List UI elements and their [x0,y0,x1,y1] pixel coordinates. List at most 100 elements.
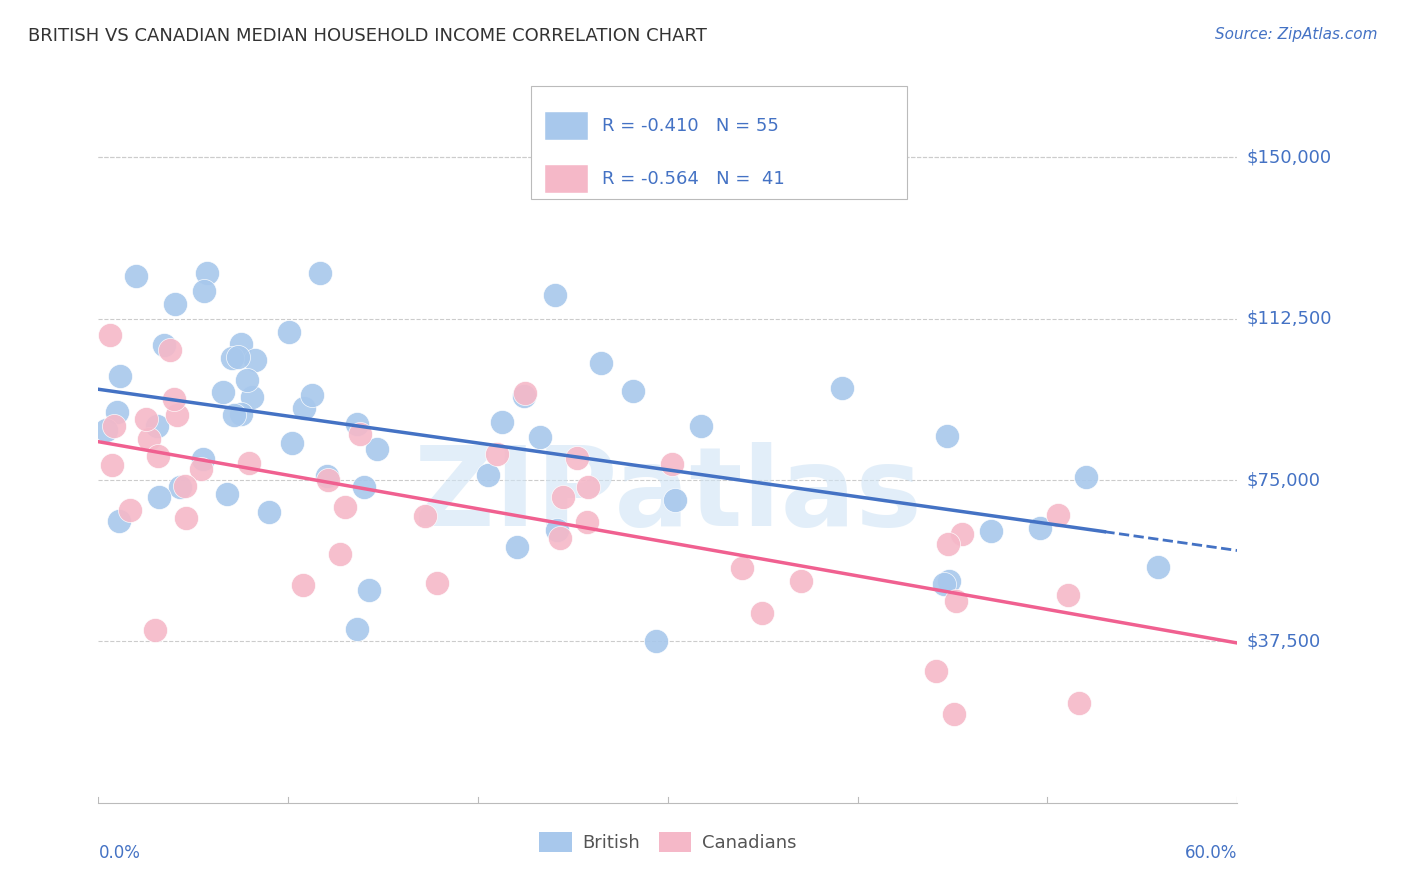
Point [240,390,263,404]
Text: $112,500: $112,500 [1247,310,1333,327]
Text: BRITISH VS CANADIAN MEDIAN HOUSEHOLD INCOME CORRELATION CHART: BRITISH VS CANADIAN MEDIAN HOUSEHOLD INC… [28,27,707,45]
Text: 0.0%: 0.0% [98,844,141,862]
Point [544,288,567,302]
Text: ZIPatlas: ZIPatlas [413,442,922,549]
Point [932,576,955,591]
Point [576,480,599,494]
Point [1047,508,1070,522]
Text: R = -0.410   N = 55: R = -0.410 N = 55 [602,117,779,135]
Point [148,491,170,505]
Point [120,503,142,517]
Text: Source: ZipAtlas.com: Source: ZipAtlas.com [1215,27,1378,42]
Point [477,468,499,483]
Point [145,624,167,638]
Text: $150,000: $150,000 [1247,148,1331,167]
Point [145,418,167,433]
Point [193,284,215,298]
Point [924,664,946,678]
Point [621,384,644,398]
Point [94,423,117,437]
Point [485,447,508,461]
Point [1147,559,1170,574]
Point [169,480,191,494]
Point [491,415,513,429]
Point [551,490,574,504]
Point [281,436,304,450]
Point [108,514,131,528]
Point [217,487,239,501]
Point [731,561,754,575]
Point [316,468,339,483]
Point [105,405,128,419]
Point [100,458,122,472]
Point [108,368,131,383]
Point [513,386,536,401]
Point [661,457,683,471]
Point [664,493,686,508]
Point [329,547,352,561]
Point [333,500,356,514]
Point [831,381,853,395]
Point [294,401,316,416]
Point [138,432,160,446]
Point [413,509,436,524]
Point [277,325,299,339]
Point [191,452,214,467]
Point [163,297,186,311]
Point [346,622,368,636]
FancyBboxPatch shape [546,165,588,193]
Point [936,429,959,443]
Point [945,594,967,608]
Point [195,266,218,280]
Point [236,373,259,387]
Point [789,574,811,588]
Point [153,338,176,352]
Point [1028,521,1050,535]
Point [224,408,246,422]
Point [1076,470,1098,484]
Point [221,351,243,366]
Point [291,578,314,592]
Point [346,417,368,431]
Point [426,575,449,590]
Text: $75,000: $75,000 [1247,471,1320,489]
Point [103,418,125,433]
Legend: British, Canadians: British, Canadians [531,824,804,860]
Point [357,582,380,597]
Point [936,537,959,551]
Point [174,511,197,525]
Point [166,409,188,423]
Point [589,356,612,370]
Point [506,540,529,554]
Point [98,327,121,342]
Point [751,607,773,621]
Point [938,574,960,589]
Text: $37,500: $37,500 [1247,632,1322,650]
Point [512,389,534,403]
Point [259,505,281,519]
Point [366,442,388,457]
Point [1056,588,1078,602]
Point [943,706,966,721]
Point [135,412,157,426]
Point [162,392,184,406]
Point [229,337,252,351]
Point [349,426,371,441]
Point [301,388,323,402]
Point [576,515,599,529]
Point [243,352,266,367]
Point [309,266,332,280]
Point [950,527,973,541]
FancyBboxPatch shape [531,86,907,200]
Point [148,450,170,464]
Point [546,523,568,537]
Point [353,480,375,494]
Point [190,461,212,475]
Text: R = -0.564   N =  41: R = -0.564 N = 41 [602,170,785,188]
FancyBboxPatch shape [546,112,588,139]
Point [226,351,249,365]
Point [529,430,551,444]
Point [645,634,668,648]
Point [174,479,197,493]
Point [125,268,148,283]
